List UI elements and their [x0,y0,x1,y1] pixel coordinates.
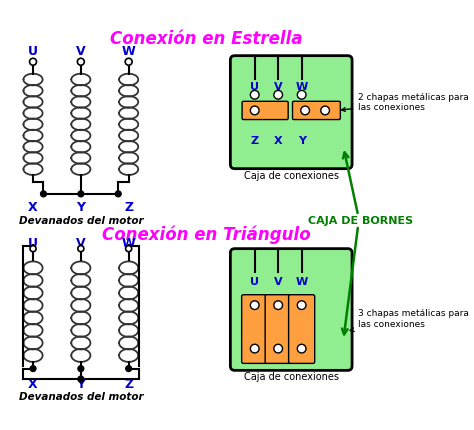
Text: W: W [295,276,308,286]
Circle shape [250,301,259,310]
FancyBboxPatch shape [289,295,315,363]
Circle shape [125,59,132,66]
Circle shape [78,376,84,382]
Circle shape [78,246,84,252]
Circle shape [274,301,283,310]
FancyBboxPatch shape [242,295,268,363]
Text: U: U [28,45,38,58]
Circle shape [297,91,306,100]
Text: U: U [28,237,38,249]
Text: Y: Y [76,377,85,390]
Text: Devanados del motor: Devanados del motor [18,392,143,402]
FancyBboxPatch shape [242,102,288,120]
Text: Y: Y [76,201,85,214]
Text: Caja de conexiones: Caja de conexiones [244,170,339,180]
Circle shape [78,191,84,197]
Text: V: V [76,45,86,58]
Text: Z: Z [251,353,259,362]
Circle shape [250,344,259,353]
Circle shape [126,246,132,252]
Text: W: W [122,45,136,58]
Circle shape [126,366,132,372]
Circle shape [29,59,36,66]
Text: X: X [28,377,38,390]
Text: Devanados del motor: Devanados del motor [18,215,143,225]
Text: 3 chapas metálicas para
las conexiones: 3 chapas metálicas para las conexiones [350,309,469,332]
Text: Z: Z [124,201,133,214]
Circle shape [250,107,259,116]
Text: Conexión en Estrella: Conexión en Estrella [109,30,302,48]
Circle shape [297,344,306,353]
Text: X: X [274,353,283,362]
Text: U: U [250,82,259,92]
Circle shape [250,91,259,100]
Text: Y: Y [298,353,306,362]
Text: X: X [28,201,38,214]
Text: W: W [122,237,136,249]
Circle shape [115,191,121,197]
Text: 2 chapas metálicas para
las conexiones: 2 chapas metálicas para las conexiones [342,93,469,112]
Circle shape [274,91,283,100]
Circle shape [77,59,84,66]
Text: U: U [250,276,259,286]
Circle shape [30,366,36,372]
Text: Y: Y [298,136,306,146]
FancyBboxPatch shape [230,56,352,169]
Circle shape [78,366,84,372]
Text: V: V [274,276,283,286]
Circle shape [321,107,329,116]
FancyBboxPatch shape [265,295,291,363]
Text: V: V [274,82,283,92]
Text: Z: Z [251,136,259,146]
FancyBboxPatch shape [230,249,352,371]
Circle shape [40,191,46,197]
Text: W: W [295,82,308,92]
Circle shape [30,246,36,252]
Text: Z: Z [124,377,133,390]
Text: CAJA DE BORNES: CAJA DE BORNES [308,215,413,225]
Text: Caja de conexiones: Caja de conexiones [244,372,339,381]
Text: Conexión en Triángulo: Conexión en Triángulo [102,225,310,243]
Text: V: V [76,237,86,249]
Text: X: X [274,136,283,146]
Circle shape [301,107,310,116]
Circle shape [297,301,306,310]
Circle shape [274,344,283,353]
FancyBboxPatch shape [292,102,340,120]
